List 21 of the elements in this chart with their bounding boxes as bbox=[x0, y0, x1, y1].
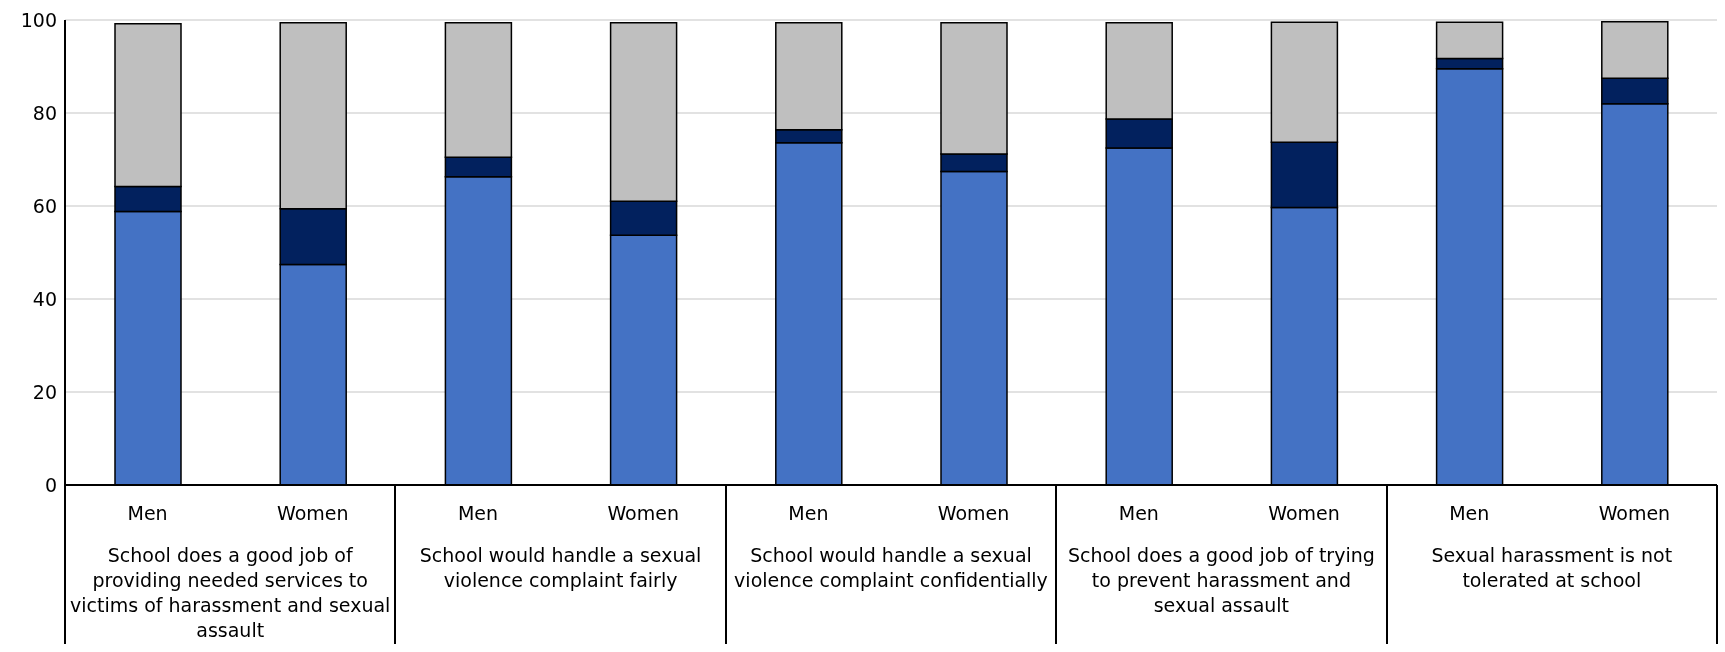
x-tick-label: Men bbox=[1118, 502, 1159, 525]
text: School does a good job of trying to prevent harassment and sexual assault bbox=[1067, 543, 1376, 618]
x-tick-label: Men bbox=[457, 502, 499, 525]
y-tick-label: 20 bbox=[32, 380, 57, 403]
y-tick-label: 60 bbox=[32, 194, 57, 217]
x-tick-label: Men bbox=[127, 502, 168, 525]
x-tick-label: Women bbox=[277, 502, 349, 525]
y-tick-label: 40 bbox=[32, 287, 57, 310]
x-tick-label: Men bbox=[788, 502, 829, 525]
x-tick-label: Women bbox=[937, 502, 1010, 525]
y-tick-label: 0 bbox=[44, 473, 57, 496]
y-tick-label: 100 bbox=[20, 8, 57, 31]
x-tick-label: Women bbox=[1268, 502, 1340, 525]
x-tick-label: Men bbox=[1449, 502, 1490, 525]
x-tick-label: Women bbox=[607, 502, 679, 525]
text: Sexual harassment is not tolerated at school bbox=[1430, 543, 1674, 593]
y-tick-label: 80 bbox=[32, 101, 57, 124]
text: School would handle a sexual violence complaint fairly bbox=[418, 543, 703, 593]
x-tick-label: Women bbox=[1598, 502, 1671, 525]
text: School does a good job of providing needed services to victims of harassment and sexual assault bbox=[69, 543, 392, 643]
text: School would handle a sexual violence complaint confidentially bbox=[733, 543, 1049, 593]
